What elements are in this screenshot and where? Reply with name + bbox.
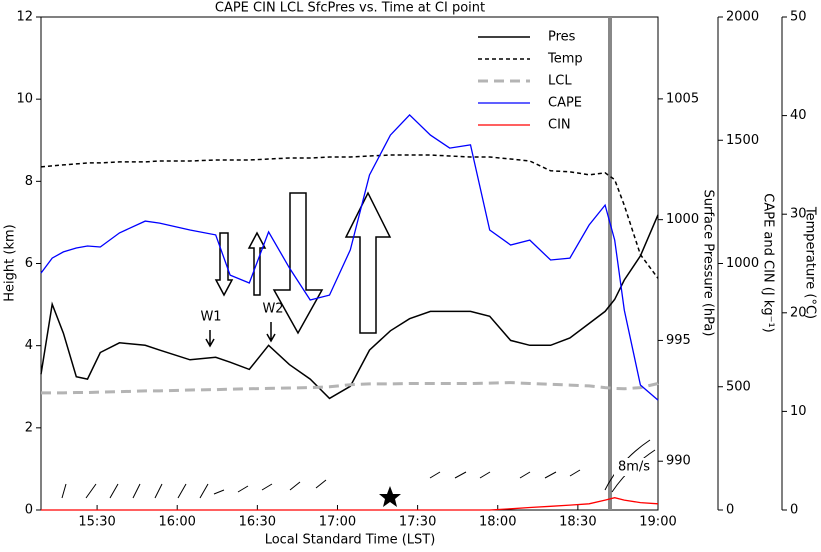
y3-tick-label: 1000: [726, 256, 759, 271]
series-line: [40, 113, 659, 401]
y4-tick-label: 0: [790, 503, 798, 518]
x-tick-label: 16:00: [158, 515, 195, 530]
x-tick-label: 15:30: [78, 515, 115, 530]
y3-tick-label: 0: [726, 503, 734, 518]
y-tick-label: 4: [25, 338, 33, 353]
x-tick-label: 19:00: [639, 515, 676, 530]
arrow: [205, 322, 276, 348]
legend-label: Temp: [547, 52, 583, 67]
y2-tick-label: 995: [666, 333, 691, 348]
annotation: W2: [262, 302, 283, 317]
y4-axis-label: Temperature (°C): [803, 206, 818, 319]
x-tick-label: 18:30: [559, 515, 596, 530]
legend-label: Pres: [548, 30, 576, 45]
y4-tick-label: 40: [790, 108, 807, 123]
x-tick-label: 16:30: [239, 515, 276, 530]
y-tick-label: 6: [25, 256, 33, 271]
arrow: [344, 191, 392, 334]
plot-frame: [40, 16, 659, 511]
y3-tick-label: 1500: [726, 133, 759, 148]
series-line: [40, 154, 659, 279]
annotation: W1: [200, 310, 221, 325]
star: [379, 486, 401, 507]
x-tick-label: 18:00: [479, 515, 516, 530]
x-axis-label: Local Standard Time (LST): [265, 533, 436, 548]
legend-label: CAPE: [548, 96, 582, 111]
y-tick-label: 2: [25, 420, 33, 435]
y2-tick-label: 1000: [666, 212, 699, 227]
y4-tick-label: 10: [790, 404, 807, 419]
y2-tick-label: 990: [666, 454, 691, 469]
y2-axis-label: Surface Pressure (hPa): [701, 190, 716, 337]
chart-title: CAPE CIN LCL SfcPres vs. Time at CI poin…: [215, 1, 485, 16]
y3-tick-label: 500: [726, 379, 751, 394]
y-tick-label: 0: [25, 503, 33, 518]
y-tick-label: 12: [16, 10, 33, 25]
y-tick-label: 10: [16, 92, 33, 107]
legend-label: LCL: [548, 74, 572, 89]
arrows: [205, 191, 392, 348]
y-tick-label: 8: [25, 174, 33, 189]
x-tick-label: 17:00: [319, 515, 356, 530]
y3-axis-label: CAPE and CIN (J kg⁻¹): [761, 193, 776, 332]
wind-barbs: [61, 439, 656, 499]
arrow: [272, 192, 324, 335]
y4-tick-label: 20: [790, 305, 807, 320]
series-line: [41, 381, 659, 395]
y4-tick-label: 30: [790, 207, 807, 222]
y-axis-label: Height (km): [3, 224, 18, 301]
legend-label: CIN: [548, 118, 571, 133]
series-line: [41, 497, 659, 511]
series-line: [40, 214, 659, 400]
wind-scale-label: 8m/s: [618, 460, 650, 475]
x-tick-label: 17:30: [399, 515, 436, 530]
y2-tick-label: 1005: [666, 91, 699, 106]
y3-tick-label: 2000: [726, 10, 759, 25]
y4-tick-label: 50: [790, 10, 807, 25]
